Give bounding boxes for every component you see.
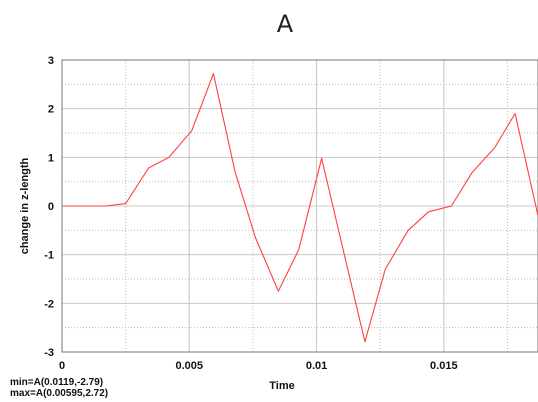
y-tick-label: -3: [44, 347, 54, 359]
y-tick-label: 0: [48, 201, 54, 213]
y-tick-label: 1: [48, 152, 54, 164]
x-tick-label: 0.015: [430, 360, 458, 372]
y-tick-label: -1: [44, 250, 54, 262]
y-tick-label: 3: [48, 55, 54, 67]
x-axis-label: Time: [269, 380, 294, 392]
series: [62, 73, 538, 343]
y-tick-label: 2: [48, 104, 54, 116]
series-line: [62, 73, 538, 343]
x-tick-label: 0.005: [176, 360, 204, 372]
chart-title: A: [277, 10, 294, 38]
y-tick-label: -2: [44, 298, 54, 310]
max-readout: max=A(0.00595,2.72): [10, 388, 108, 399]
grid: [61, 59, 538, 353]
ticks: 0 0.005 0.01 0.015 -3 -2 -1 0 1 2 3: [44, 55, 457, 372]
x-tick-label: 0: [59, 360, 65, 372]
min-readout: min=A(0.0119,-2.79): [10, 377, 103, 388]
x-tick-label: 0.01: [306, 360, 327, 372]
y-axis-label: change in z-length: [19, 157, 31, 254]
